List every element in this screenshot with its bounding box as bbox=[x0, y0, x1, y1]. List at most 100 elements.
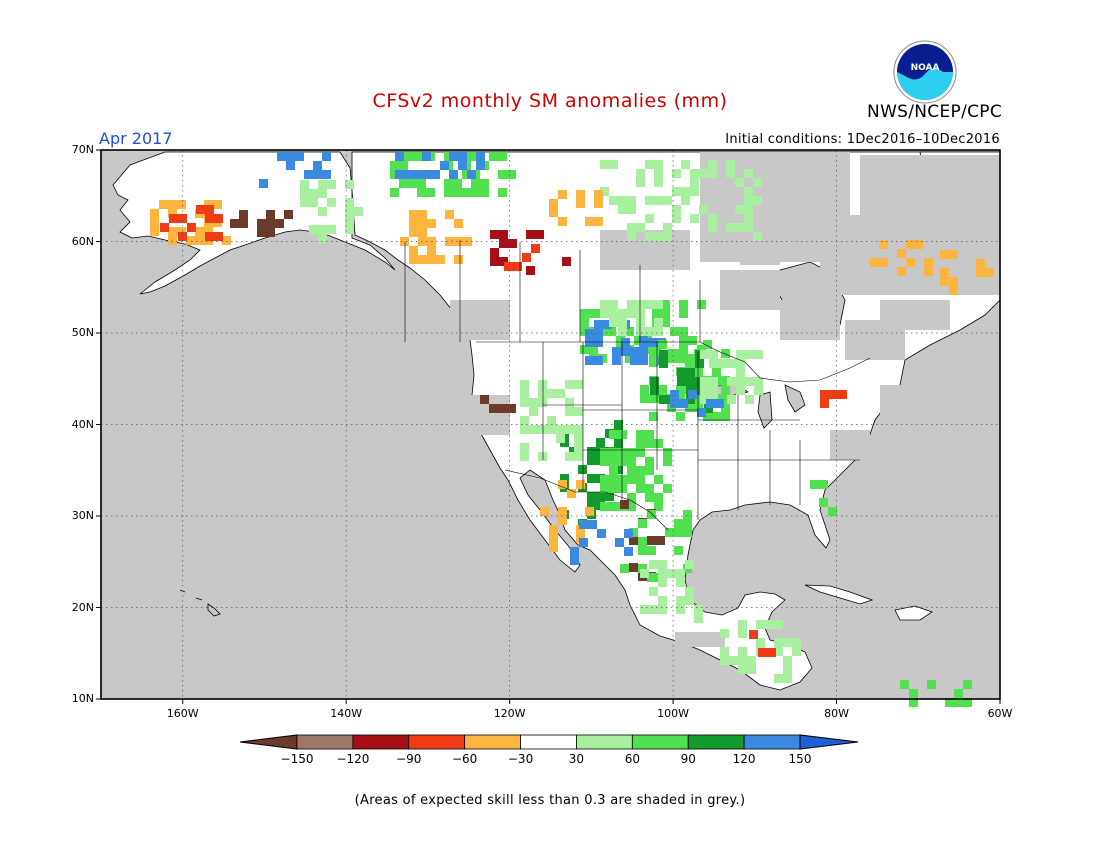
anomaly-cell bbox=[417, 152, 426, 161]
anomaly-cell bbox=[627, 457, 636, 466]
anomaly-cell bbox=[574, 443, 583, 452]
anomaly-cell bbox=[609, 484, 618, 493]
anomaly-cell bbox=[783, 665, 792, 674]
anomaly-cell bbox=[562, 257, 571, 266]
anomaly-cell bbox=[629, 536, 638, 545]
anomaly-cell bbox=[708, 160, 717, 169]
anomaly-cell bbox=[650, 386, 659, 395]
anomaly-cell bbox=[498, 188, 507, 197]
anomaly-cell bbox=[670, 390, 679, 399]
anomaly-cell bbox=[672, 214, 681, 223]
anomaly-cell bbox=[168, 200, 177, 209]
grey-patch bbox=[450, 300, 510, 340]
anomaly-cell bbox=[614, 420, 623, 429]
anomaly-cell bbox=[658, 560, 667, 569]
anomaly-cell bbox=[520, 416, 529, 425]
anomaly-cell bbox=[727, 359, 736, 368]
anomaly-cell bbox=[300, 198, 309, 207]
anomaly-cell bbox=[645, 327, 654, 336]
anomaly-cell bbox=[654, 502, 663, 511]
anomaly-cell bbox=[915, 240, 924, 249]
anomaly-cell bbox=[529, 407, 538, 416]
anomaly-cell bbox=[636, 484, 645, 493]
anomaly-cell bbox=[624, 547, 633, 556]
anomaly-cell bbox=[679, 354, 688, 363]
anomaly-cell bbox=[954, 698, 963, 707]
anomaly-cell bbox=[627, 205, 636, 214]
anomaly-cell bbox=[634, 336, 643, 345]
colorbar-label: 60 bbox=[624, 752, 640, 766]
anomaly-cell bbox=[600, 502, 609, 511]
anomaly-cell bbox=[677, 377, 686, 386]
anomaly-cell bbox=[547, 416, 556, 425]
anomaly-cell bbox=[409, 210, 418, 219]
lat-label: 40N bbox=[71, 417, 94, 431]
anomaly-cell bbox=[656, 536, 665, 545]
anomaly-cell bbox=[736, 368, 745, 377]
anomaly-cell bbox=[738, 656, 747, 665]
anomaly-cell bbox=[677, 368, 686, 377]
anomaly-cell bbox=[667, 569, 676, 578]
anomaly-cell bbox=[645, 430, 654, 439]
anomaly-cell bbox=[753, 232, 762, 241]
anomaly-cell bbox=[721, 394, 730, 403]
anomaly-cell bbox=[700, 395, 709, 404]
anomaly-cell bbox=[676, 349, 685, 358]
anomaly-cell bbox=[663, 457, 672, 466]
colorbar-label: 150 bbox=[788, 752, 812, 766]
anomaly-cell bbox=[585, 356, 594, 365]
grey-patch bbox=[880, 300, 950, 330]
colorbar-cell bbox=[464, 734, 521, 750]
anomaly-cell bbox=[729, 656, 738, 665]
anomaly-cell bbox=[309, 225, 318, 234]
anomaly-cell bbox=[570, 556, 579, 565]
anomaly-cell bbox=[636, 318, 645, 327]
anomaly-cell bbox=[399, 161, 408, 170]
anomaly-cell bbox=[645, 300, 654, 309]
anomaly-cell bbox=[558, 516, 567, 525]
anomaly-cell bbox=[783, 674, 792, 683]
anomaly-cell bbox=[594, 217, 603, 226]
anomaly-cell bbox=[596, 438, 605, 447]
anomaly-cell bbox=[558, 190, 567, 199]
anomaly-cell bbox=[177, 227, 186, 236]
anomaly-cell bbox=[940, 268, 949, 277]
anomaly-cell bbox=[820, 399, 829, 408]
anomaly-cell bbox=[695, 377, 704, 386]
anomaly-cell bbox=[636, 466, 645, 475]
anomaly-cell bbox=[418, 228, 427, 237]
anomaly-cell bbox=[489, 404, 498, 413]
anomaly-cell bbox=[453, 188, 462, 197]
anomaly-cell bbox=[810, 480, 819, 489]
anomaly-cell bbox=[744, 169, 753, 178]
anomaly-cell bbox=[690, 169, 699, 178]
anomaly-cell bbox=[549, 543, 558, 552]
anomaly-cell bbox=[663, 232, 672, 241]
anomaly-cell bbox=[749, 630, 758, 639]
anomaly-cell bbox=[609, 502, 618, 511]
anomaly-cell bbox=[658, 578, 667, 587]
anomaly-cell bbox=[639, 356, 648, 365]
anomaly-cell bbox=[327, 180, 336, 189]
anomaly-cell bbox=[230, 219, 239, 228]
anomaly-cell bbox=[257, 219, 266, 228]
anomaly-cell bbox=[838, 390, 847, 399]
anomaly-cell bbox=[649, 587, 658, 596]
anomaly-cell bbox=[574, 407, 583, 416]
anomaly-cell bbox=[645, 232, 654, 241]
anomaly-cell bbox=[150, 227, 159, 236]
anomaly-cell bbox=[618, 430, 627, 439]
anomaly-cell bbox=[670, 327, 679, 336]
anomaly-cell bbox=[222, 236, 231, 245]
anomaly-cell bbox=[819, 498, 828, 507]
anomaly-cell bbox=[744, 196, 753, 205]
anomaly-cell bbox=[178, 214, 187, 223]
anomaly-cell bbox=[627, 493, 636, 502]
anomaly-cell bbox=[570, 547, 579, 556]
anomaly-cell bbox=[976, 268, 985, 277]
anomaly-cell bbox=[638, 564, 647, 573]
anomaly-cell bbox=[257, 228, 266, 237]
anomaly-cell bbox=[674, 528, 683, 537]
colorbar-label: 30 bbox=[568, 752, 585, 766]
anomaly-cell bbox=[594, 320, 603, 329]
